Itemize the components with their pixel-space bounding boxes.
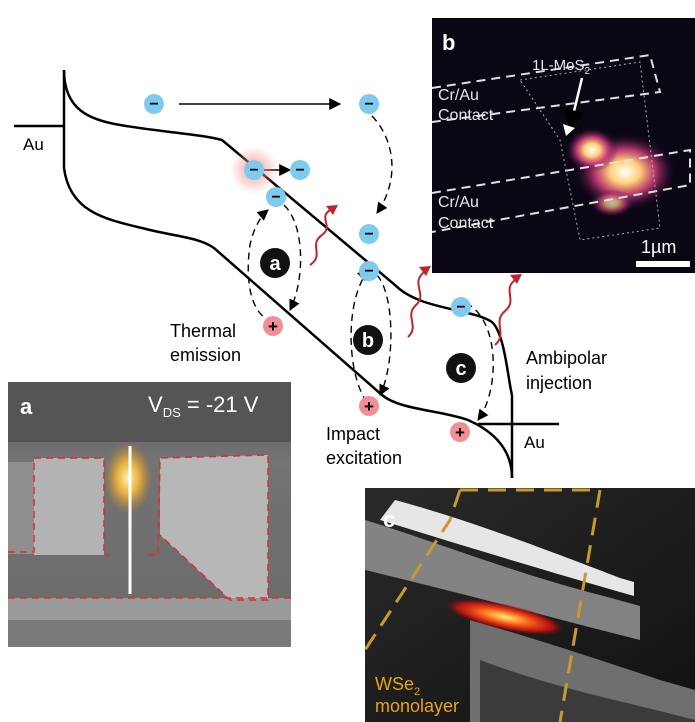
- voltage-label: VDS = -21 V: [148, 392, 259, 420]
- holes: + + +: [263, 316, 470, 442]
- material-label-line2: monolayer: [375, 696, 459, 716]
- loop-b-down: [376, 274, 392, 397]
- mechanism-a-line2: emission: [170, 345, 241, 365]
- panel-b-letter: b: [442, 30, 455, 55]
- contact-bottom-line1: Cr/Au: [438, 194, 479, 211]
- mechanism-badges: a b c: [260, 248, 476, 383]
- electron-sign: −: [271, 189, 280, 206]
- badge-c: c: [455, 358, 466, 380]
- photon-a: [309, 209, 331, 266]
- mechanism-c-line2: injection: [526, 373, 592, 393]
- mechanism-b-line2: excitation: [326, 448, 402, 468]
- electron-sign: −: [149, 96, 158, 113]
- panel-b-image: [431, 18, 695, 273]
- scale-bar: [636, 261, 690, 267]
- hole-sign: +: [268, 317, 278, 336]
- material-label: WSe2: [375, 674, 420, 698]
- badge-b: b: [362, 330, 374, 352]
- mechanism-a-line1: Thermal: [170, 321, 236, 341]
- contact-top-line2: Contact: [438, 107, 494, 124]
- electron-sign: −: [249, 162, 258, 179]
- right-contact-label: Au: [524, 433, 545, 452]
- loop-a-down: [283, 204, 302, 312]
- conduction-band: [62, 69, 514, 396]
- hole-sign: +: [364, 397, 374, 416]
- mechanism-b-line1: Impact: [326, 424, 380, 444]
- electron-sign: −: [364, 263, 373, 280]
- mechanism-c-line1: Ambipolar: [526, 348, 607, 368]
- electron-sign: −: [364, 226, 373, 243]
- electron-sign: −: [364, 96, 373, 113]
- contact-bottom-line2: Contact: [438, 215, 494, 232]
- loop-a-up: [247, 209, 274, 323]
- electrons: − − − − − − − −: [144, 94, 471, 317]
- photon-c: [494, 279, 516, 346]
- scale-label: 1µm: [641, 237, 676, 257]
- relax-arrow: [371, 115, 393, 214]
- electron-sign: −: [456, 299, 465, 316]
- loop-c: [465, 302, 494, 421]
- badge-a: a: [269, 253, 281, 275]
- layer-label: 1L-MoS2: [532, 57, 591, 77]
- panel-c-image: [365, 488, 695, 722]
- left-contact-label: Au: [23, 135, 44, 154]
- electron-sign: −: [295, 162, 304, 179]
- panel-c-letter: c: [383, 507, 395, 532]
- band-diagram: [14, 69, 559, 479]
- hole-sign: +: [455, 423, 465, 442]
- valence-band: [62, 167, 514, 479]
- panel-a-image: [8, 382, 291, 647]
- photon-b: [407, 271, 425, 338]
- contact-top-line1: Cr/Au: [438, 87, 479, 104]
- panel-a-letter: a: [20, 394, 33, 419]
